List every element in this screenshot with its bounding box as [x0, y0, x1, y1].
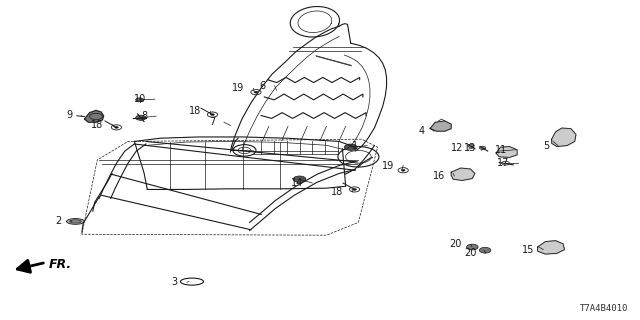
Text: 2: 2: [55, 216, 61, 226]
Text: 18: 18: [332, 187, 344, 197]
Text: 12: 12: [451, 143, 463, 153]
Circle shape: [136, 98, 143, 102]
Circle shape: [467, 244, 478, 250]
Circle shape: [479, 146, 486, 149]
Text: 11: 11: [495, 145, 507, 155]
Text: 20: 20: [465, 248, 477, 258]
Text: 16: 16: [433, 171, 445, 181]
Text: 18: 18: [92, 120, 104, 130]
Circle shape: [353, 188, 356, 190]
Circle shape: [115, 126, 118, 128]
Circle shape: [211, 114, 214, 116]
Text: T7A4B4010: T7A4B4010: [580, 304, 628, 313]
Polygon shape: [430, 121, 451, 131]
Text: 10: 10: [134, 94, 146, 104]
Text: 15: 15: [522, 244, 534, 255]
Polygon shape: [552, 128, 576, 147]
Text: 20: 20: [450, 239, 462, 250]
Polygon shape: [496, 147, 517, 157]
Text: 7: 7: [209, 117, 215, 127]
Circle shape: [401, 169, 405, 171]
Text: 19: 19: [232, 83, 244, 93]
Text: 9: 9: [66, 110, 72, 120]
Text: 1: 1: [352, 140, 358, 151]
Ellipse shape: [67, 219, 84, 224]
Text: 4: 4: [419, 126, 425, 136]
Text: 17: 17: [497, 158, 509, 168]
Polygon shape: [538, 241, 564, 254]
Text: 8: 8: [141, 111, 147, 121]
Ellipse shape: [70, 220, 81, 223]
Text: 6: 6: [259, 81, 266, 91]
Text: 18: 18: [189, 106, 201, 116]
Circle shape: [468, 144, 474, 148]
Circle shape: [293, 176, 306, 182]
Circle shape: [136, 115, 146, 120]
Polygon shape: [451, 168, 475, 180]
Text: 14: 14: [291, 178, 303, 188]
Polygon shape: [84, 110, 104, 122]
Circle shape: [344, 144, 357, 150]
Text: 13: 13: [464, 143, 476, 153]
Circle shape: [254, 91, 258, 93]
Text: 3: 3: [172, 277, 178, 287]
Text: FR.: FR.: [49, 258, 72, 270]
Circle shape: [479, 247, 491, 253]
Text: 5: 5: [543, 140, 549, 151]
Text: 19: 19: [382, 161, 394, 171]
